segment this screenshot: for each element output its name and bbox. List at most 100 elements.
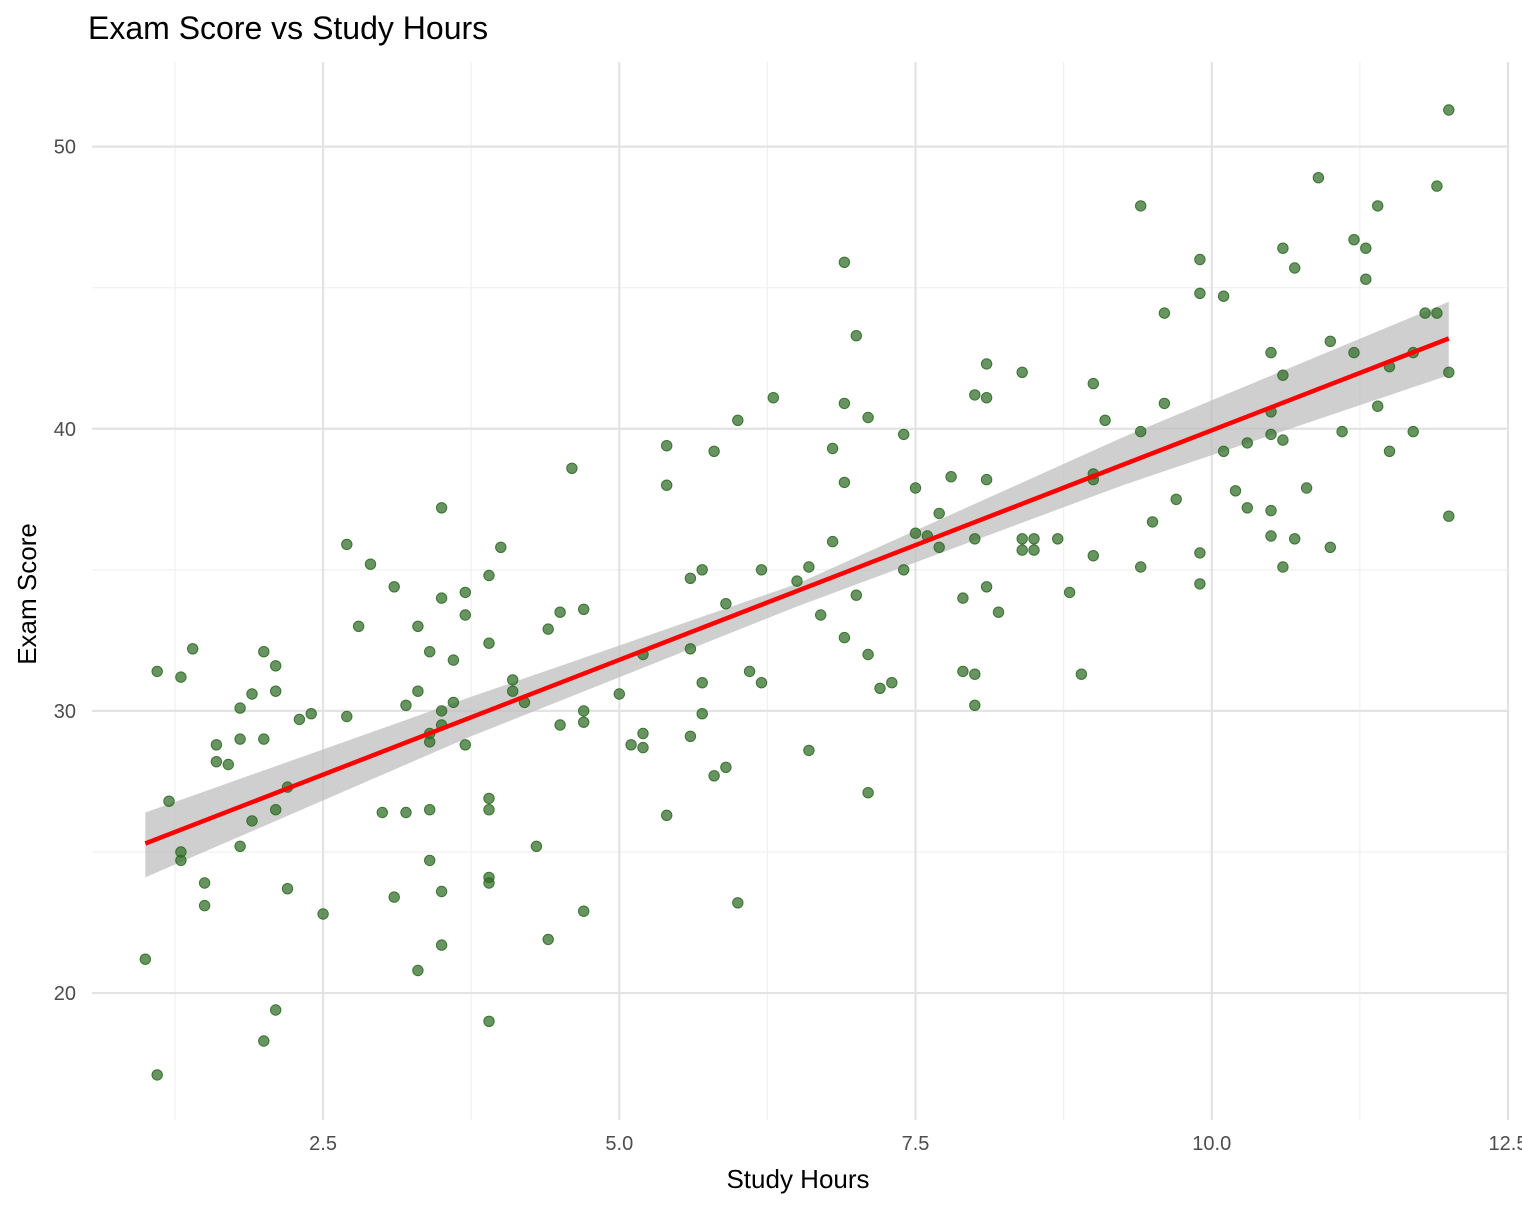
data-point — [933, 507, 945, 520]
data-point — [507, 685, 519, 697]
data-point — [483, 792, 495, 805]
data-point — [708, 445, 720, 457]
data-point — [1431, 180, 1443, 192]
data-point — [838, 397, 851, 410]
data-point — [507, 674, 519, 686]
data-point — [1360, 242, 1372, 254]
data-point — [447, 696, 460, 709]
x-tick-label: 7.5 — [902, 1133, 930, 1155]
grid-lines — [92, 62, 1510, 1120]
data-point — [992, 606, 1005, 618]
data-point — [696, 677, 708, 689]
y-tick-label: 30 — [54, 701, 76, 723]
data-point — [1087, 377, 1100, 390]
data-point — [1146, 516, 1159, 528]
data-point — [1443, 366, 1455, 378]
data-point — [530, 840, 543, 852]
data-point — [1336, 425, 1348, 438]
data-point — [495, 541, 507, 553]
data-point — [1372, 400, 1384, 412]
data-point — [139, 953, 152, 965]
data-point — [151, 1069, 163, 1081]
data-point — [1217, 445, 1230, 457]
data-point — [341, 710, 353, 723]
data-point — [234, 702, 246, 714]
data-point — [1443, 104, 1455, 116]
data-point — [898, 428, 910, 441]
data-point — [578, 716, 590, 728]
data-point — [755, 677, 768, 689]
chart-title: Exam Score vs Study Hours — [88, 10, 488, 46]
data-point — [1075, 668, 1088, 680]
data-point — [424, 646, 436, 658]
data-point — [459, 586, 471, 599]
data-point — [862, 648, 874, 661]
data-point — [270, 804, 282, 816]
data-point — [1194, 547, 1206, 559]
data-point — [1087, 550, 1100, 562]
data-point — [815, 609, 827, 621]
data-point — [151, 665, 163, 678]
data-point — [1016, 544, 1028, 556]
data-point — [1419, 307, 1431, 319]
data-point — [1277, 561, 1289, 573]
data-point — [969, 699, 981, 711]
data-point — [1431, 307, 1443, 319]
data-point — [412, 964, 424, 977]
data-point — [826, 442, 839, 455]
data-point — [945, 471, 957, 483]
data-point — [1383, 445, 1396, 457]
data-point — [1277, 242, 1289, 254]
data-point — [980, 473, 993, 486]
data-point — [1028, 544, 1040, 556]
data-point — [1265, 428, 1277, 441]
data-point — [1277, 369, 1289, 381]
data-point — [803, 744, 815, 757]
data-point — [909, 527, 922, 539]
data-point — [175, 854, 187, 867]
data-point — [400, 806, 412, 819]
y-axis-ticks: 20 30 40 50 — [54, 137, 76, 1005]
data-point — [969, 533, 981, 545]
data-point — [1443, 510, 1455, 522]
data-point — [459, 609, 471, 621]
data-point — [803, 561, 815, 573]
data-point — [578, 905, 590, 917]
data-point — [210, 756, 223, 768]
data-point — [838, 476, 851, 489]
data-point — [1241, 502, 1254, 514]
data-point — [637, 741, 649, 754]
data-point — [270, 660, 282, 672]
data-point — [578, 705, 590, 717]
x-tick-label: 2.5 — [309, 1133, 337, 1155]
data-point — [400, 699, 412, 711]
data-point — [661, 479, 673, 491]
data-point — [1229, 485, 1242, 497]
data-point — [1158, 307, 1171, 319]
data-point — [1360, 273, 1372, 285]
y-tick-label: 20 — [54, 983, 76, 1005]
data-point — [1170, 493, 1182, 505]
data-point — [732, 897, 744, 909]
data-point — [483, 637, 495, 649]
data-point — [352, 620, 365, 632]
data-point — [234, 733, 246, 745]
data-point — [933, 541, 945, 553]
data-point — [483, 1015, 495, 1027]
data-point — [435, 592, 448, 604]
data-point — [258, 733, 270, 745]
data-point — [1158, 397, 1171, 410]
data-point — [578, 603, 590, 615]
data-point — [1265, 504, 1277, 517]
data-point — [732, 414, 744, 426]
data-point — [1324, 335, 1337, 347]
data-point — [969, 389, 981, 401]
data-point — [435, 939, 448, 951]
data-point — [791, 575, 803, 587]
x-axis-title: Study Hours — [726, 1164, 869, 1194]
data-point — [1016, 533, 1028, 545]
data-point — [281, 883, 294, 895]
data-point — [1217, 290, 1230, 302]
data-point — [1348, 346, 1360, 359]
data-point — [696, 708, 708, 720]
